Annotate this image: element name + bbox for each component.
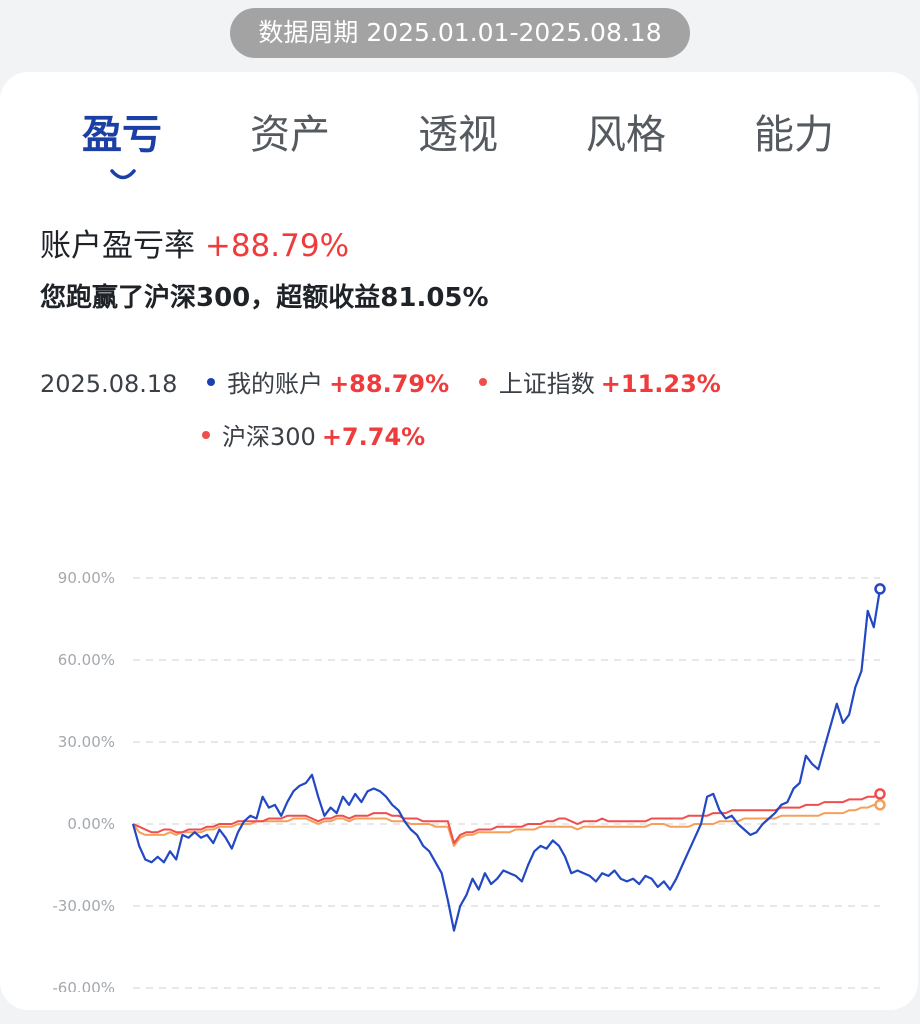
legend-row-1: 2025.08.18 我的账户 +88.79% 上证指数 +11.23% <box>40 364 743 399</box>
y-tick-label: 30.00% <box>58 733 115 751</box>
tab-profit-loss-label: 盈亏 <box>82 112 162 158</box>
tab-active-indicator-icon <box>110 169 136 180</box>
tab-assets[interactable]: 资产 <box>250 110 330 160</box>
account-rate-label: 账户盈亏率 <box>40 228 195 264</box>
y-tick-label: -30.00% <box>52 897 115 915</box>
y-tick-label: -60.00% <box>52 979 115 992</box>
series-end-marker <box>874 583 886 595</box>
benchmark-beat-text: 您跑赢了沪深300，超额收益81.05% <box>40 283 489 313</box>
account-rate-line: 账户盈亏率 +88.79% <box>40 220 349 265</box>
series-line <box>132 792 881 845</box>
tab-profit-loss[interactable]: 盈亏 <box>82 110 162 180</box>
legend-dot-icon <box>207 378 216 386</box>
legend-name: 沪深300 <box>222 423 316 451</box>
account-rate-value: +88.79% <box>204 228 350 264</box>
legend-value: +88.79% <box>329 370 450 398</box>
y-tick-label: 90.00% <box>58 569 115 587</box>
y-tick-label: 60.00% <box>58 651 115 669</box>
y-tick-label: 0.00% <box>67 815 115 833</box>
tab-bar: 盈亏 资产 透视 风格 能力 <box>0 110 918 190</box>
series-end-marker <box>874 799 886 811</box>
tab-style[interactable]: 风格 <box>586 110 666 160</box>
legend-item-my-account: 我的账户 +88.79% <box>207 364 449 399</box>
tab-ability-label: 能力 <box>754 112 834 158</box>
legend-name: 上证指数 <box>498 370 595 398</box>
legend-item-sse-index: 上证指数 +11.23% <box>478 364 721 399</box>
series-end-marker <box>874 788 886 800</box>
tab-assets-label: 资产 <box>250 112 330 158</box>
legend-date: 2025.08.18 <box>40 370 178 398</box>
tab-style-label: 风格 <box>586 112 666 158</box>
data-period-badge: 数据周期 2025.01.01-2025.08.18 <box>230 8 690 58</box>
analysis-card: 盈亏 资产 透视 风格 能力 账户盈亏率 +88.79% 您跑赢了沪深300，超… <box>0 72 918 1010</box>
series-line <box>131 588 882 932</box>
legend-value: +11.23% <box>600 370 721 398</box>
tab-perspective[interactable]: 透视 <box>418 110 498 160</box>
legend-item-csi300: 沪深300 +7.74% <box>202 417 425 452</box>
legend-dot-icon <box>202 431 210 439</box>
profit-loss-chart[interactable]: 90.00%60.00%30.00%0.00%-30.00%-60.00%202… <box>0 472 918 992</box>
legend-name: 我的账户 <box>227 370 324 398</box>
tab-perspective-label: 透视 <box>418 112 498 158</box>
tab-ability[interactable]: 能力 <box>754 110 834 160</box>
legend-value: +7.74% <box>321 423 426 451</box>
legend-dot-icon <box>478 378 487 386</box>
legend-row-2: 沪深300 +7.74% <box>202 417 447 452</box>
